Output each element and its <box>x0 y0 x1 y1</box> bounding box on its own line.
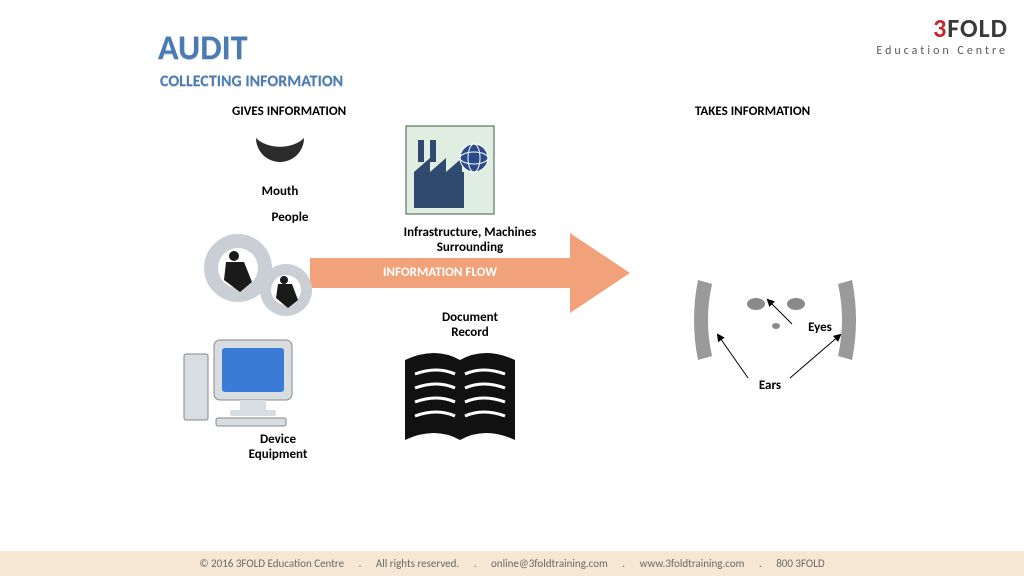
footer-sep: . <box>759 557 762 570</box>
mouth-label: Mouth <box>250 184 310 199</box>
footer-email: online@3foldtraining.com <box>491 557 608 570</box>
logo-word: FOLD <box>947 12 1008 44</box>
footer-sep: . <box>474 557 477 570</box>
takes-header: TAKES INFORMATION <box>695 104 810 119</box>
brand-logo: 3FOLD Education Centre <box>858 12 1008 58</box>
ears-label: Ears <box>740 378 800 393</box>
face-eyes-ears-icon <box>690 270 860 370</box>
people-gear-icon <box>200 220 320 330</box>
gives-header: GIVES INFORMATION <box>232 104 346 119</box>
footer-rights: All rights reserved. <box>376 557 459 570</box>
flow-arrow-label: INFORMATION FLOW <box>310 265 570 280</box>
footer-phone: 800 3FOLD <box>776 557 824 570</box>
document-label: DocumentRecord <box>410 310 530 340</box>
computer-icon <box>180 330 310 430</box>
logo-prefix: 3 <box>933 12 947 44</box>
footer-site: www.3foldtraining.com <box>640 557 745 570</box>
factory-globe-icon <box>400 120 500 220</box>
mouth-icon <box>252 128 308 176</box>
footer-sep: . <box>359 557 362 570</box>
logo-subtitle: Education Centre <box>858 44 1008 58</box>
book-icon <box>395 340 525 450</box>
footer-sep: . <box>622 557 625 570</box>
footer-copyright: © 2016 3FOLD Education Centre <box>199 557 344 570</box>
footer-bar: © 2016 3FOLD Education Centre . All righ… <box>0 551 1024 576</box>
device-label: DeviceEquipment <box>228 432 328 462</box>
slide-subtitle: COLLECTING INFORMATION <box>160 72 343 91</box>
infra-label: Infrastructure, MachinesSurrounding <box>370 225 570 255</box>
slide-title: AUDIT <box>158 28 248 69</box>
